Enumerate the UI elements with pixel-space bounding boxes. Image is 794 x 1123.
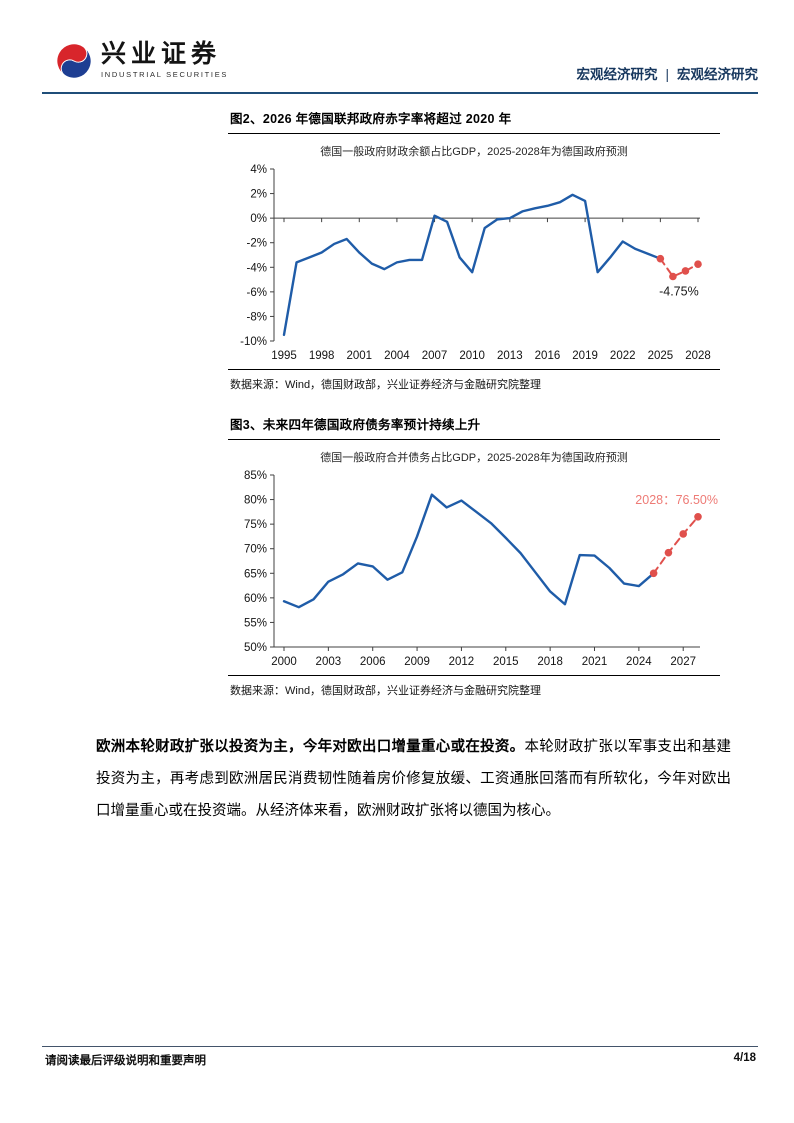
svg-text:85%: 85%	[244, 470, 267, 482]
svg-text:2%: 2%	[250, 189, 267, 201]
body-paragraph: 欧洲本轮财政扩张以投资为主，今年对欧出口增量重心或在投资。本轮财政扩张以军事支出…	[96, 731, 731, 827]
figure-2-source-note: 数据来源：Wind，德国财政部，兴业证券经济与金融研究院整理	[228, 369, 720, 392]
svg-text:2012: 2012	[449, 656, 475, 668]
svg-text:2000: 2000	[271, 656, 297, 668]
svg-text:2015: 2015	[493, 656, 519, 668]
figure-3-source-note: 数据来源：Wind，德国财政部，兴业证券经济与金融研究院整理	[228, 675, 720, 698]
svg-text:-8%: -8%	[247, 311, 267, 323]
brand-swirl-icon	[56, 42, 92, 79]
figure-3-chart-subtitle: 德国一般政府合并债务占比GDP，2025-2028年为德国政府预测	[320, 452, 628, 464]
report-category: 宏观经济研究 | 宏观经济研究	[576, 63, 758, 83]
paragraph-body-text: 本轮财政扩张以军事支出和基建投资为主，再考虑到欧洲居民消费韧性随着房价修复放缓、…	[96, 738, 732, 819]
svg-text:70%: 70%	[244, 544, 267, 556]
svg-text:55%: 55%	[244, 617, 267, 629]
svg-text:2007: 2007	[422, 350, 448, 362]
figure-2-block: 图2、2026 年德国联邦政府赤字率将超过 2020 年 德国一般政府财政余额占…	[228, 106, 720, 392]
svg-text:2028: 2028	[685, 350, 711, 362]
svg-text:2006: 2006	[360, 656, 386, 668]
svg-text:2016: 2016	[535, 350, 561, 362]
footer-divider	[42, 1046, 758, 1047]
category-right: 宏观经济研究	[677, 67, 758, 82]
svg-text:2018: 2018	[537, 656, 563, 668]
figure-3-title: 图3、未来四年德国政府债务率预计持续上升	[228, 412, 720, 440]
figure-3-block: 图3、未来四年德国政府债务率预计持续上升 德国一般政府合并债务占比GDP，202…	[228, 412, 720, 698]
svg-text:2025: 2025	[648, 350, 674, 362]
svg-text:2019: 2019	[572, 350, 598, 362]
svg-text:2004: 2004	[384, 350, 410, 362]
svg-text:2028：76.50%: 2028：76.50%	[635, 493, 718, 507]
category-separator: |	[665, 67, 669, 82]
svg-text:1998: 1998	[309, 350, 335, 362]
debt-ratio-line-chart: 50% 55% 60% 65% 70% 75% 80% 85% 2000 2003 2006 2009…	[244, 470, 718, 668]
figure-2-title: 图2、2026 年德国联邦政府赤字率将超过 2020 年	[228, 106, 720, 134]
brand-text: 兴业证券 INDUSTRIAL SECURITIES	[101, 41, 229, 80]
svg-text:2003: 2003	[316, 656, 342, 668]
svg-text:0%: 0%	[250, 213, 267, 225]
svg-text:-4.75%: -4.75%	[659, 285, 699, 299]
svg-text:2021: 2021	[582, 656, 608, 668]
svg-text:-2%: -2%	[247, 238, 267, 250]
svg-text:80%: 80%	[244, 495, 267, 507]
svg-text:2022: 2022	[610, 350, 636, 362]
svg-text:4%: 4%	[250, 164, 267, 176]
svg-text:2010: 2010	[459, 350, 485, 362]
svg-text:2027: 2027	[670, 656, 696, 668]
header-divider	[42, 92, 758, 94]
svg-text:2009: 2009	[404, 656, 430, 668]
svg-text:75%: 75%	[244, 519, 267, 531]
page-number: 4/18	[733, 1052, 756, 1064]
brand-name-cn: 兴业证券	[101, 41, 222, 68]
svg-text:50%: 50%	[244, 642, 267, 654]
svg-text:1995: 1995	[271, 350, 297, 362]
svg-text:-10%: -10%	[240, 336, 267, 348]
footer-disclaimer: 请阅读最后评级说明和重要声明	[45, 1055, 206, 1067]
brand-logo: 兴业证券 INDUSTRIAL SECURITIES	[56, 42, 228, 79]
paragraph-lead-bold: 欧洲本轮财政扩张以投资为主，今年对欧出口增量重心或在投资。	[96, 738, 525, 755]
svg-text:-4%: -4%	[247, 262, 267, 274]
svg-text:60%: 60%	[244, 593, 267, 605]
svg-text:65%: 65%	[244, 568, 267, 580]
svg-text:-6%: -6%	[247, 287, 267, 299]
brand-name-en: INDUSTRIAL SECURITIES	[101, 70, 229, 79]
figure-2-chart-subtitle: 德国一般政府财政余额占比GDP，2025-2028年为德国政府预测	[320, 146, 628, 158]
svg-text:2013: 2013	[497, 350, 523, 362]
category-left: 宏观经济研究	[576, 67, 658, 82]
svg-text:2024: 2024	[626, 656, 652, 668]
svg-text:2001: 2001	[346, 350, 372, 362]
fiscal-balance-line-chart: -10% -8% -6% -4% -2% 0% 2% 4% 1995 1998 2001 2004 20…	[240, 164, 711, 362]
